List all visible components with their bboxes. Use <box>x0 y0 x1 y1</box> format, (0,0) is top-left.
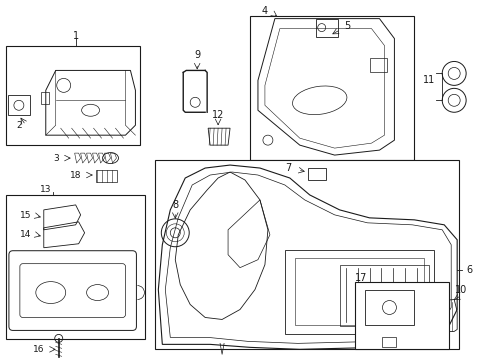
Bar <box>285 250 433 334</box>
Text: 1: 1 <box>72 31 79 41</box>
Bar <box>6 45 140 145</box>
Bar <box>6 195 145 339</box>
Text: 15: 15 <box>20 211 32 220</box>
Bar <box>294 258 424 325</box>
Text: 3: 3 <box>53 154 59 163</box>
Text: 7: 7 <box>284 163 290 173</box>
Bar <box>382 337 396 347</box>
Bar <box>315 19 337 37</box>
Bar <box>41 92 49 104</box>
Bar <box>307 168 325 180</box>
Text: 6: 6 <box>465 265 471 275</box>
Text: 14: 14 <box>20 230 31 239</box>
Text: 2: 2 <box>16 121 21 130</box>
Text: 5: 5 <box>344 21 350 31</box>
Text: 9: 9 <box>194 50 200 60</box>
Bar <box>155 160 458 349</box>
Bar <box>8 95 30 115</box>
Text: 18: 18 <box>70 171 81 180</box>
Text: 17: 17 <box>355 273 367 283</box>
Bar <box>95 170 117 182</box>
Bar <box>354 282 448 349</box>
Text: 12: 12 <box>211 110 224 120</box>
Text: 4: 4 <box>261 6 267 15</box>
Text: 13: 13 <box>40 185 51 194</box>
Bar <box>364 289 413 325</box>
Text: 8: 8 <box>172 200 178 210</box>
Text: 11: 11 <box>422 75 434 85</box>
Text: 16: 16 <box>33 345 44 354</box>
Bar <box>339 265 428 327</box>
Text: 10: 10 <box>454 284 467 294</box>
Bar <box>369 58 386 72</box>
Bar <box>249 15 413 160</box>
